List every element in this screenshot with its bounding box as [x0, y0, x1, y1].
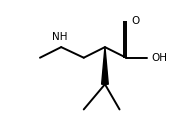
Polygon shape [102, 47, 108, 84]
Text: NH: NH [52, 32, 68, 42]
Text: OH: OH [151, 53, 167, 63]
Text: O: O [132, 16, 140, 26]
